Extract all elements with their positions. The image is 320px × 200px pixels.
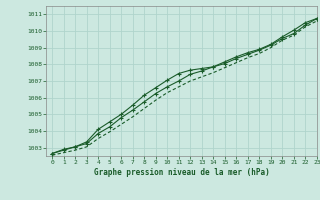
X-axis label: Graphe pression niveau de la mer (hPa): Graphe pression niveau de la mer (hPa)	[94, 168, 269, 177]
